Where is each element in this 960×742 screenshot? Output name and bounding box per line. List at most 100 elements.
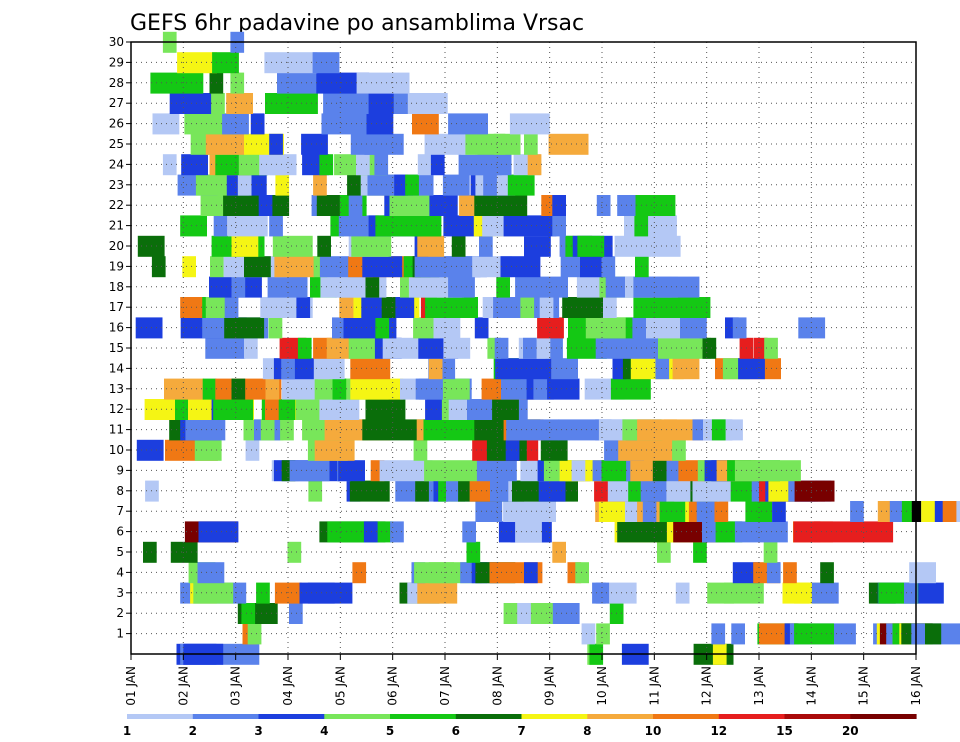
precip-cell: [164, 378, 204, 400]
precip-cell: [520, 297, 535, 318]
colorbar-label: 4: [320, 724, 328, 738]
precip-cell: [505, 439, 520, 461]
y-tick-label: 17: [109, 300, 124, 314]
precip-cell: [366, 113, 394, 135]
colorbar-swatch: [718, 714, 786, 719]
precip-cell: [272, 235, 313, 257]
precip-cell: [475, 501, 503, 522]
precip-cell: [151, 256, 166, 278]
precip-cell: [185, 419, 226, 441]
precip-cell: [332, 317, 346, 339]
y-tick-label: 6: [116, 525, 124, 539]
precip-cell: [734, 460, 801, 482]
precip-cell: [612, 358, 627, 380]
precip-cell: [362, 256, 403, 278]
precip-cell: [213, 215, 228, 237]
precip-cell: [275, 174, 290, 196]
precip-cell: [652, 460, 667, 482]
x-tick-label: 07 JAN: [438, 666, 452, 706]
precip-cell: [202, 378, 217, 400]
precip-cell: [711, 623, 726, 645]
precip-cell: [731, 623, 745, 645]
precip-cell: [197, 562, 225, 584]
precip-cell: [205, 337, 246, 359]
precip-cell: [506, 419, 560, 441]
y-tick-label: 9: [116, 463, 124, 477]
precip-cell: [268, 317, 283, 339]
y-tick-label: 28: [109, 76, 124, 90]
precip-cell: [193, 582, 234, 604]
precip-cell: [412, 113, 439, 135]
precip-cell: [811, 582, 839, 604]
precip-cell: [356, 72, 410, 94]
precip-cell: [194, 439, 222, 461]
colorbar-label: 12: [710, 724, 727, 738]
precip-cell: [417, 582, 458, 604]
precip-cell: [541, 195, 555, 216]
precip-cell: [265, 378, 280, 400]
precip-cell: [552, 541, 566, 563]
precip-cell: [466, 541, 481, 563]
precip-cell: [350, 358, 391, 380]
precip-cell: [527, 154, 542, 176]
precip-cell: [462, 521, 476, 543]
precip-cell: [551, 358, 578, 380]
precip-cell: [610, 378, 651, 400]
precip-cell: [492, 399, 519, 420]
precip-cell: [389, 195, 430, 216]
precip-cell: [212, 52, 239, 74]
x-tick-label: 13 JAN: [752, 666, 766, 706]
precip-cell: [296, 297, 311, 318]
y-tick-label: 10: [109, 443, 124, 457]
y-tick-label: 8: [116, 484, 124, 498]
precip-cell: [348, 337, 376, 359]
precip-cell: [909, 562, 936, 584]
x-tick-label: 16 JAN: [909, 666, 923, 706]
colorbar-label: 7: [517, 724, 525, 738]
precip-cell: [316, 72, 370, 94]
precip-cell: [493, 133, 521, 155]
colorbar-label: 6: [452, 724, 460, 738]
precip-cell: [295, 399, 323, 420]
x-tick-label: 02 JAN: [176, 666, 190, 706]
precip-cell: [820, 562, 834, 584]
precip-cell: [911, 623, 925, 645]
precip-cell: [451, 235, 466, 257]
precip-cell: [575, 562, 589, 584]
colorbar-label: 2: [189, 724, 197, 738]
precip-cell: [237, 174, 252, 196]
precip-cell: [448, 113, 488, 135]
precip-cell: [783, 562, 797, 584]
precip-cell: [308, 480, 323, 502]
precip-cell: [503, 215, 557, 237]
y-tick-label: 26: [109, 117, 124, 131]
colorbar-label: 8: [583, 724, 591, 738]
precip-cell: [420, 256, 487, 278]
precip-cell: [260, 419, 275, 441]
y-tick-label: 23: [109, 178, 124, 192]
chart-title: GEFS 6hr padavine po ansamblima Vrsac: [130, 11, 584, 36]
precip-cell: [540, 439, 568, 461]
precip-cell: [581, 623, 596, 645]
precip-cell: [509, 113, 550, 135]
precip-cell: [244, 256, 271, 278]
precip-cell: [317, 235, 331, 257]
y-tick-label: 5: [116, 545, 124, 559]
precip-cell: [904, 582, 918, 604]
precip-cell: [942, 501, 957, 522]
x-tick-label: 15 JAN: [857, 666, 871, 706]
precip-cell: [289, 603, 303, 624]
x-tick-label: 12 JAN: [700, 666, 714, 706]
precip-cell: [515, 521, 542, 543]
y-tick-label: 29: [109, 55, 124, 69]
precip-cell: [423, 419, 477, 441]
precip-cell: [381, 297, 396, 318]
precip-cell: [238, 154, 266, 176]
colorbar-swatch: [850, 714, 917, 719]
y-tick-label: 20: [109, 239, 124, 253]
precip-cell: [552, 195, 566, 216]
precip-cell: [241, 603, 256, 624]
y-axis: 1234567891011121314151617181920212223242…: [109, 35, 131, 641]
y-tick-label: 15: [109, 341, 124, 355]
y-tick-label: 16: [109, 321, 124, 335]
